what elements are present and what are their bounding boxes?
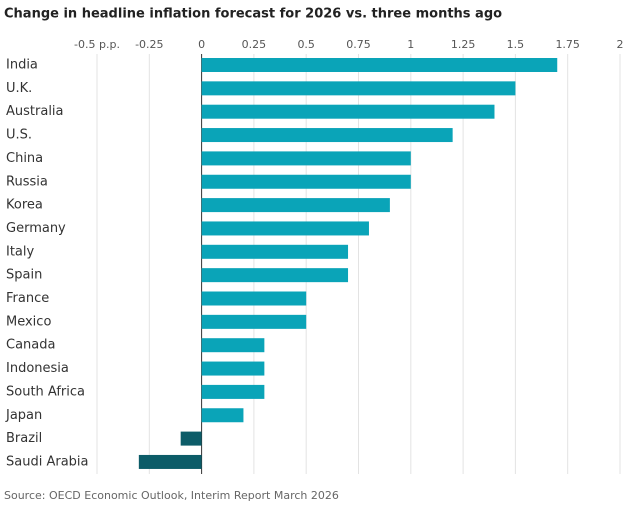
bar [201, 291, 307, 306]
chart-title: Change in headline inflation forecast fo… [4, 7, 502, 22]
bar [201, 268, 349, 283]
y-tick-label: Brazil [6, 431, 42, 446]
y-tick-label: South Africa [6, 384, 85, 399]
y-tick-label: Italy [6, 244, 35, 259]
y-tick-label: India [6, 58, 38, 73]
x-tick-label: 1.75 [555, 38, 580, 51]
bar [201, 338, 265, 353]
x-tick-label: 1.5 [507, 38, 525, 51]
y-tick-label: China [6, 151, 43, 166]
y-tick-label: Saudi Arabia [6, 454, 89, 469]
y-tick-label: Canada [6, 338, 55, 353]
y-tick-label: Australia [6, 104, 64, 119]
bar [180, 431, 202, 446]
x-tick-label: 0.5 [297, 38, 315, 51]
y-tick-label: Germany [6, 221, 66, 236]
x-tick-label: 0.75 [346, 38, 371, 51]
x-tick-label: -0.25 [135, 38, 163, 51]
x-tick-label: 1 [407, 38, 414, 51]
y-tick-label: Japan [5, 408, 42, 423]
y-tick-label: Korea [6, 198, 43, 213]
y-tick-label: U.S. [6, 128, 32, 143]
x-tick-label: 1.25 [451, 38, 476, 51]
bar [201, 244, 349, 259]
bar [201, 104, 495, 119]
y-tick-label: Spain [6, 268, 42, 283]
bar [201, 151, 411, 166]
bar [201, 58, 558, 72]
bar [201, 221, 369, 236]
x-tick-label: 0 [198, 38, 205, 51]
y-tick-label: Russia [6, 174, 48, 189]
bar [201, 361, 265, 376]
bar [201, 81, 516, 96]
y-tick-label: Mexico [6, 314, 51, 329]
bar [201, 174, 411, 189]
bar [201, 128, 453, 143]
y-tick-label: France [6, 291, 49, 306]
source: Source: OECD Economic Outlook, Interim R… [4, 489, 339, 502]
x-tick-label: 2 [617, 38, 624, 51]
x-tick-label: 0.25 [242, 38, 267, 51]
y-tick-label: Indonesia [6, 361, 69, 376]
x-tick-label: -0.5 p.p. [74, 38, 120, 51]
bar [138, 454, 202, 469]
bar [201, 314, 307, 329]
bar [201, 384, 265, 399]
bar [201, 198, 390, 213]
bar [201, 408, 244, 423]
y-tick-label: U.K. [6, 81, 32, 96]
